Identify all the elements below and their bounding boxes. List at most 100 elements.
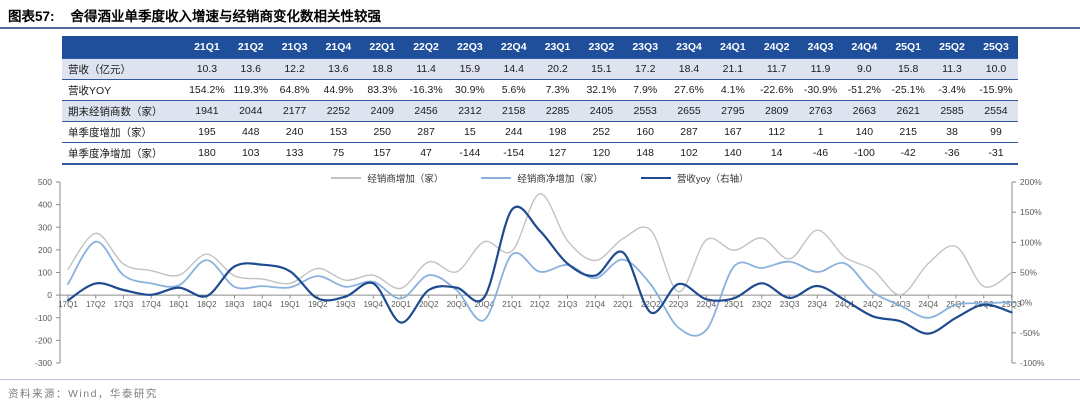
- data-cell: 250: [360, 121, 405, 143]
- data-cell: 2795: [710, 100, 755, 122]
- data-cell: 11.3: [930, 58, 974, 80]
- left-axis-tick-label: 400: [38, 200, 52, 210]
- right-axis-tick-label: -50%: [1020, 328, 1040, 338]
- right-axis-tick-label: 150%: [1020, 207, 1042, 217]
- x-axis-tick-label: 17Q4: [141, 300, 161, 309]
- x-axis-tick-label: 20Q2: [419, 300, 439, 309]
- data-cell: 2044: [228, 100, 273, 122]
- row-label-cell: 单季度净增加（家）: [62, 142, 185, 165]
- data-cell: -16.3%: [404, 79, 448, 101]
- left-axis-tick-label: -200: [35, 335, 52, 345]
- data-cell: 9.0: [842, 58, 887, 80]
- table-column-header: 24Q3: [798, 36, 843, 59]
- left-axis-tick-label: 500: [38, 177, 52, 187]
- data-cell: 11.7: [754, 58, 799, 80]
- right-axis-tick-label: 50%: [1020, 268, 1037, 278]
- table-row: 营收（亿元） 10.3 13.6 12.2 13.6 18.8 11.4 15.9 14.4 20…: [62, 58, 1018, 80]
- data-cell: -3.4%: [930, 79, 974, 101]
- left-axis-tick-label: 200: [38, 245, 52, 255]
- data-cell: 7.3%: [535, 79, 580, 101]
- data-cell: -22.6%: [754, 79, 799, 101]
- table-column-header: 25Q1: [886, 36, 931, 59]
- x-axis-tick-label: 17Q1: [58, 300, 78, 309]
- x-axis-tick-label: 18Q3: [225, 300, 245, 309]
- x-axis-tick-label: 21Q3: [558, 300, 578, 309]
- data-cell: 119.3%: [228, 79, 273, 101]
- table-column-header: 24Q1: [710, 36, 755, 59]
- table-column-header: 23Q2: [579, 36, 624, 59]
- data-cell: 148: [623, 142, 668, 165]
- left-axis-tick-label: 100: [38, 268, 52, 278]
- legend-item: 经销商增加（家）: [331, 171, 443, 185]
- data-cell: 215: [886, 121, 931, 143]
- table-body: 营收（亿元） 10.3 13.6 12.2 13.6 18.8 11.4 15.9 14.4 20…: [62, 58, 1018, 165]
- data-cell: 198: [535, 121, 580, 143]
- data-cell: 2655: [667, 100, 711, 122]
- legend-line-swatch: [331, 177, 362, 179]
- data-cell: 17.2: [623, 58, 668, 80]
- table-row: 单季度增加（家） 195 448 240 153 250 287 15 244 198 252 160…: [62, 121, 1018, 143]
- data-cell: 83.3%: [360, 79, 405, 101]
- table-column-header: 21Q4: [316, 36, 361, 59]
- row-label-cell: 单季度增加（家）: [62, 121, 185, 143]
- row-label-cell: 营收YOY: [62, 79, 185, 101]
- data-cell: 2456: [404, 100, 448, 122]
- table-column-header: 25Q2: [930, 36, 974, 59]
- x-axis-tick-label: 19Q3: [336, 300, 356, 309]
- table-header: 21Q1 21Q2 21Q3 21Q4 22Q1 22Q2 22Q3 22Q4 23Q1 23Q2…: [62, 36, 1018, 59]
- legend-label: 经销商增加（家）: [367, 174, 444, 185]
- data-cell: 153: [316, 121, 361, 143]
- data-cell: 4.1%: [710, 79, 755, 101]
- legend-line-swatch: [640, 176, 671, 180]
- data-cell: 44.9%: [316, 79, 361, 101]
- x-axis-tick-label: 25Q3: [1002, 300, 1022, 309]
- title-rule: [0, 27, 1080, 29]
- legend-label: 经销商净增加（家）: [517, 174, 603, 185]
- data-cell: -144: [447, 142, 492, 165]
- data-cell: 27.6%: [667, 79, 711, 101]
- table-column-header: 21Q2: [228, 36, 273, 59]
- source-rule: [0, 379, 1080, 380]
- x-axis-tick-label: 23Q1: [724, 300, 744, 309]
- data-cell: 2621: [886, 100, 931, 122]
- row-label-cell: 期末经销商数（家）: [62, 100, 185, 122]
- table-column-header: 24Q4: [842, 36, 887, 59]
- table-column-header: 23Q1: [535, 36, 580, 59]
- x-axis-tick-label: 24Q2: [863, 300, 883, 309]
- data-cell: 2554: [973, 100, 1018, 122]
- chart-legend: 经销商增加（家） 经销商净增加（家） 营收yoy（右轴）: [0, 171, 1080, 185]
- left-axis-tick-label: 300: [38, 222, 52, 232]
- x-axis-tick-label: 23Q4: [807, 300, 827, 309]
- x-axis-tick-label: 22Q4: [696, 300, 716, 309]
- line-chart: 500 400 300 200 100 0 -100 -200 -300 200% 150% 100%…: [35, 177, 1045, 368]
- data-cell: -36: [930, 142, 974, 165]
- right-axis-tick-label: 100%: [1020, 237, 1042, 247]
- data-cell: 140: [710, 142, 755, 165]
- data-cell: 14: [754, 142, 799, 165]
- left-axis-tick-label: -100: [35, 313, 52, 323]
- x-axis-tick-label: 20Q4: [474, 300, 494, 309]
- data-cell: -46: [798, 142, 843, 165]
- data-cell: 2763: [798, 100, 843, 122]
- table-column-header: 21Q3: [272, 36, 317, 59]
- data-cell: 2312: [447, 100, 492, 122]
- data-cell: 244: [491, 121, 536, 143]
- figure-number-label: 图表57:: [8, 9, 55, 24]
- data-cell: 7.9%: [623, 79, 668, 101]
- table-row: 单季度净增加（家） 180 103 133 75 157 47 -144 -154 127 120 1…: [62, 142, 1018, 165]
- row-label-cell: 营收（亿元）: [62, 58, 185, 80]
- data-cell: 18.8: [360, 58, 405, 80]
- table-row: 营收YOY 154.2% 119.3% 64.8% 44.9% 83.3% -16.3% 30…: [62, 79, 1018, 101]
- data-cell: 448: [228, 121, 273, 143]
- left-axis-tick-label: -300: [35, 358, 52, 368]
- data-cell: 18.4: [667, 58, 711, 80]
- data-cell: 11.4: [404, 58, 448, 80]
- data-cell: 157: [360, 142, 405, 165]
- x-axis-tick-label: 19Q4: [363, 300, 383, 309]
- table-column-header: 22Q3: [447, 36, 492, 59]
- data-cell: 287: [404, 121, 448, 143]
- series-line-0: [67, 193, 1013, 296]
- data-cell: 38: [930, 121, 974, 143]
- data-cell: 32.1%: [579, 79, 624, 101]
